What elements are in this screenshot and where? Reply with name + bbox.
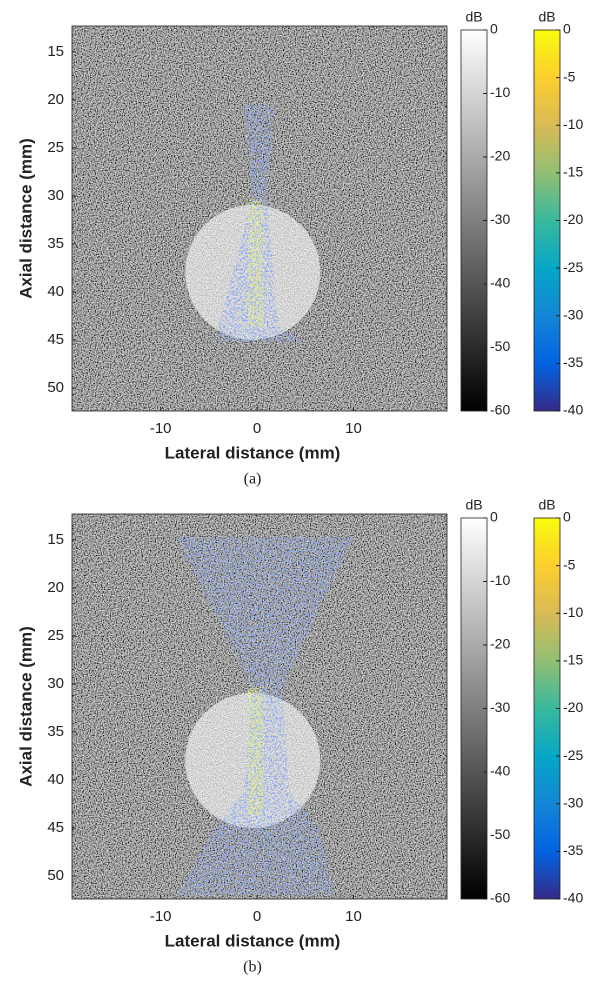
colorbar-tick-label: -35 bbox=[563, 354, 583, 370]
b-mode-image bbox=[72, 26, 447, 411]
caption: (b) bbox=[243, 959, 262, 976]
y-tick-label: 15 bbox=[47, 43, 64, 60]
y-tick-label: 25 bbox=[47, 627, 64, 644]
y-tick-label: 30 bbox=[47, 675, 64, 692]
y-tick-label: 50 bbox=[47, 379, 64, 396]
colorbar bbox=[460, 29, 488, 412]
colorbar-tick-label: -15 bbox=[563, 652, 583, 668]
x-tick-label: 0 bbox=[253, 908, 261, 925]
panel: -10 0 10 15 20 25 30 35 40 45 50 Lateral distance (… bbox=[16, 497, 583, 976]
colorbar-tick-label: -30 bbox=[490, 211, 510, 227]
colorbar bbox=[533, 29, 561, 412]
axes-frame bbox=[71, 25, 448, 412]
colorbar-tick-label: -20 bbox=[490, 148, 510, 164]
flow-core bbox=[248, 199, 264, 327]
colorbar-label: dB bbox=[538, 9, 555, 25]
b-mode-image bbox=[72, 514, 447, 899]
x-axis-label: Lateral distance (mm) bbox=[165, 931, 341, 950]
colorbar-tick-label: -10 bbox=[490, 84, 510, 100]
colorbar-tick-label: -5 bbox=[563, 68, 576, 84]
panel: -10 0 10 15 20 25 30 35 40 45 50 Lateral distance (… bbox=[16, 9, 583, 488]
y-tick-label: 35 bbox=[47, 723, 64, 740]
colorbar-tick-label: 0 bbox=[563, 21, 571, 37]
x-tick-label: 0 bbox=[253, 420, 261, 437]
colorbar-tick-label: -5 bbox=[563, 556, 576, 572]
y-tick-label: 20 bbox=[47, 579, 64, 596]
axes-frame bbox=[71, 513, 448, 900]
x-tick-label: 10 bbox=[345, 908, 362, 925]
colorbar-label: dB bbox=[538, 497, 555, 513]
caption: (a) bbox=[244, 471, 262, 488]
colorbar-tick-label: -60 bbox=[490, 890, 510, 906]
colorbar-label: dB bbox=[465, 9, 482, 25]
x-tick-label: -10 bbox=[150, 420, 172, 437]
y-axis-label: Axial distance (mm) bbox=[16, 138, 35, 299]
colorbar-tick-label: -10 bbox=[563, 116, 583, 132]
colorbar bbox=[460, 517, 488, 900]
flow-core bbox=[248, 687, 264, 815]
colorbar-tick-label: -30 bbox=[490, 699, 510, 715]
colorbar-tick-label: -50 bbox=[490, 826, 510, 842]
colorbar-tick-label: -20 bbox=[490, 636, 510, 652]
y-tick-label: 35 bbox=[47, 235, 64, 252]
colorbar-tick-label: -20 bbox=[563, 211, 583, 227]
colorbar bbox=[533, 517, 561, 900]
y-tick-label: 45 bbox=[47, 331, 64, 348]
colorbar-tick-label: -60 bbox=[490, 402, 510, 418]
y-tick-label: 30 bbox=[47, 187, 64, 204]
y-axis-label: Axial distance (mm) bbox=[16, 626, 35, 787]
y-tick-label: 20 bbox=[47, 91, 64, 108]
y-tick-label: 15 bbox=[47, 531, 64, 548]
colorbar-tick-label: 0 bbox=[490, 21, 498, 37]
x-axis-label: Lateral distance (mm) bbox=[165, 443, 341, 462]
colorbar-tick-label: 0 bbox=[563, 509, 571, 525]
colorbar-tick-label: -25 bbox=[563, 747, 583, 763]
colorbar-tick-label: -30 bbox=[563, 306, 583, 322]
colorbar-tick-label: -40 bbox=[563, 402, 583, 418]
colorbar-tick-label: -20 bbox=[563, 699, 583, 715]
y-tick-label: 40 bbox=[47, 771, 64, 788]
colorbar-tick-label: -50 bbox=[490, 338, 510, 354]
colorbar-tick-label: -10 bbox=[490, 572, 510, 588]
colorbar-tick-label: -40 bbox=[490, 763, 510, 779]
colorbar-tick-label: -15 bbox=[563, 164, 583, 180]
colorbar-label: dB bbox=[465, 497, 482, 513]
colorbar-tick-label: -40 bbox=[563, 890, 583, 906]
colorbar-tick-label: 0 bbox=[490, 509, 498, 525]
y-tick-label: 40 bbox=[47, 283, 64, 300]
y-tick-label: 25 bbox=[47, 139, 64, 156]
colorbar-tick-label: -10 bbox=[563, 604, 583, 620]
x-tick-label: -10 bbox=[150, 908, 172, 925]
y-tick-label: 45 bbox=[47, 819, 64, 836]
colorbar-tick-label: -30 bbox=[563, 794, 583, 810]
x-tick-label: 10 bbox=[345, 420, 362, 437]
colorbar-tick-label: -25 bbox=[563, 259, 583, 275]
colorbar-tick-label: -35 bbox=[563, 842, 583, 858]
colorbar-tick-label: -40 bbox=[490, 275, 510, 291]
y-tick-label: 50 bbox=[47, 867, 64, 884]
